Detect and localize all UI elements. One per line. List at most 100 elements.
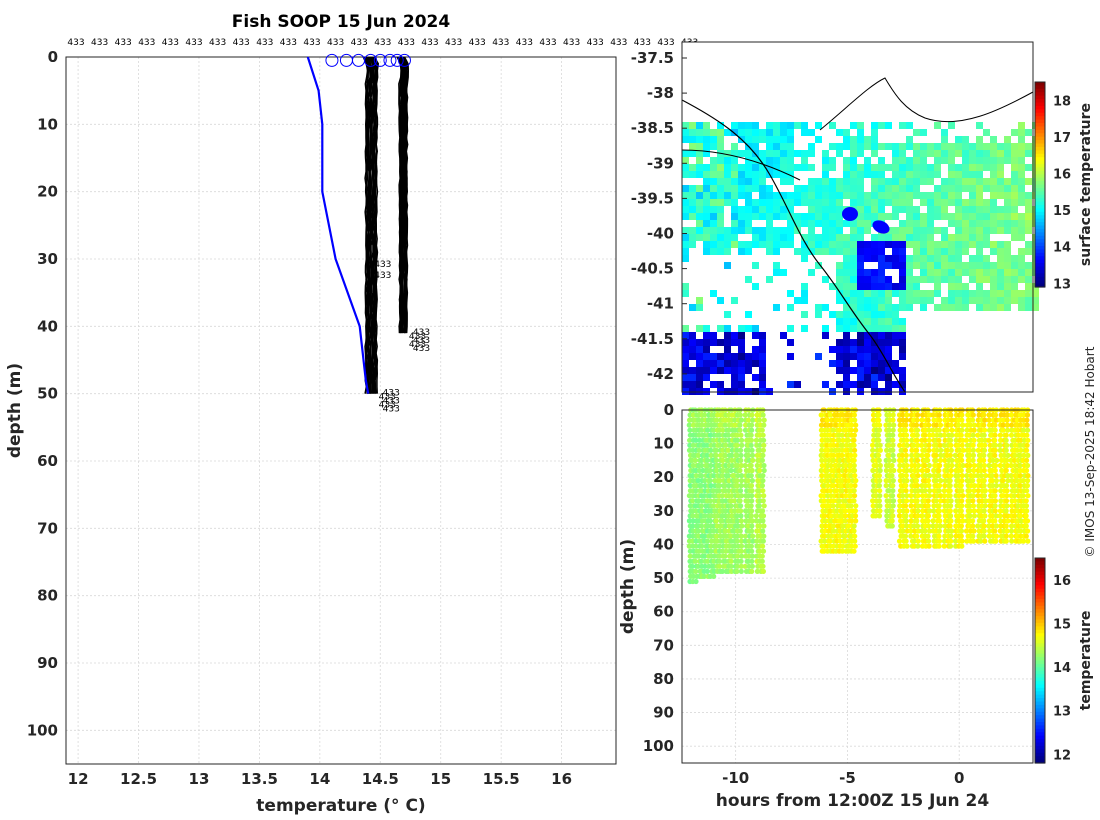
sst-cell	[822, 381, 829, 388]
data-point	[873, 493, 879, 499]
data-point	[720, 457, 726, 463]
data-point	[992, 412, 999, 418]
sst-cell	[689, 234, 696, 241]
sst-cell	[1025, 199, 1032, 206]
data-point	[883, 493, 889, 499]
data-point	[971, 488, 977, 494]
data-point	[726, 488, 732, 494]
sst-cell	[759, 192, 766, 199]
data-point	[948, 447, 954, 453]
sst-cell	[906, 206, 913, 213]
data-point	[722, 508, 728, 514]
data-point	[964, 538, 970, 544]
sst-cell	[794, 248, 801, 255]
sst-cell	[717, 192, 724, 199]
data-point	[982, 538, 988, 544]
sst-cell	[836, 297, 843, 304]
data-point	[937, 518, 943, 524]
sst-cell	[766, 164, 773, 171]
data-point	[1008, 528, 1015, 534]
sst-cell	[787, 381, 794, 388]
sst-cell	[696, 192, 703, 199]
sst-cell	[955, 136, 962, 143]
data-point	[1004, 503, 1010, 509]
data-point	[701, 513, 708, 519]
sst-cell	[759, 241, 766, 248]
sst-cell	[773, 304, 780, 311]
data-point	[922, 437, 928, 443]
coastline	[681, 99, 906, 393]
sst-cell	[815, 178, 822, 185]
data-point	[936, 533, 942, 539]
data-point	[891, 422, 897, 428]
sst-cell	[780, 136, 787, 143]
data-point	[922, 488, 928, 494]
data-point	[1012, 462, 1018, 469]
data-point	[959, 412, 965, 418]
sst-cell	[1011, 185, 1018, 192]
profile-id-label: 433	[115, 38, 132, 48]
sst-cell	[843, 136, 850, 143]
sst-cell	[892, 283, 899, 290]
data-point	[851, 523, 857, 529]
data-point	[748, 432, 754, 438]
sst-cell	[724, 129, 731, 136]
sst-cell	[983, 199, 990, 206]
sst-cell	[717, 353, 724, 360]
data-point	[760, 528, 766, 534]
sst-cell	[857, 213, 864, 220]
data-point	[975, 488, 981, 494]
data-point	[742, 427, 749, 433]
data-point	[930, 518, 936, 524]
colorbar-segment	[1035, 694, 1045, 699]
data-point	[941, 493, 947, 499]
colorbar-segment	[1035, 599, 1045, 604]
sst-cell	[703, 248, 710, 255]
sst-cell	[948, 171, 955, 178]
sst-cell	[948, 304, 955, 311]
data-point	[914, 442, 921, 448]
sst-cell	[843, 360, 850, 367]
sst-cell	[871, 185, 878, 192]
sst-cell	[696, 129, 703, 136]
colorbar-segment	[1035, 616, 1045, 621]
data-point	[743, 533, 749, 539]
data-point	[830, 437, 836, 443]
sst-cell	[941, 136, 948, 143]
sst-cell	[682, 360, 689, 367]
sst-cell	[885, 304, 892, 311]
data-point	[734, 437, 741, 443]
data-point	[922, 447, 928, 453]
data-point	[877, 462, 883, 469]
sst-cell	[920, 199, 927, 206]
sst-cell	[815, 234, 822, 241]
data-point	[760, 452, 766, 458]
sst-cell	[1004, 150, 1011, 157]
sst-cell	[815, 136, 822, 143]
sst-cell	[962, 206, 969, 213]
data-point	[908, 528, 914, 534]
data-point	[933, 498, 939, 504]
sst-cell	[969, 178, 976, 185]
data-point	[978, 473, 984, 479]
data-point	[955, 473, 961, 479]
data-point	[993, 417, 999, 423]
colorbar-segment	[1035, 739, 1045, 744]
sst-cell	[808, 129, 815, 136]
data-point	[911, 523, 917, 529]
data-point	[749, 508, 755, 514]
sst-cell	[717, 199, 724, 206]
sst-cell	[703, 213, 710, 220]
sst-cell	[794, 199, 801, 206]
sst-cell	[871, 318, 878, 325]
sst-cell	[850, 255, 857, 262]
sst-cell	[850, 157, 857, 164]
sst-cell	[969, 234, 976, 241]
data-point	[738, 543, 745, 549]
data-point	[837, 417, 843, 423]
sst-cell	[864, 290, 871, 297]
data-point	[836, 498, 842, 504]
colorbar-segment	[1035, 150, 1045, 155]
data-point	[1024, 422, 1030, 428]
data-point	[949, 528, 955, 534]
